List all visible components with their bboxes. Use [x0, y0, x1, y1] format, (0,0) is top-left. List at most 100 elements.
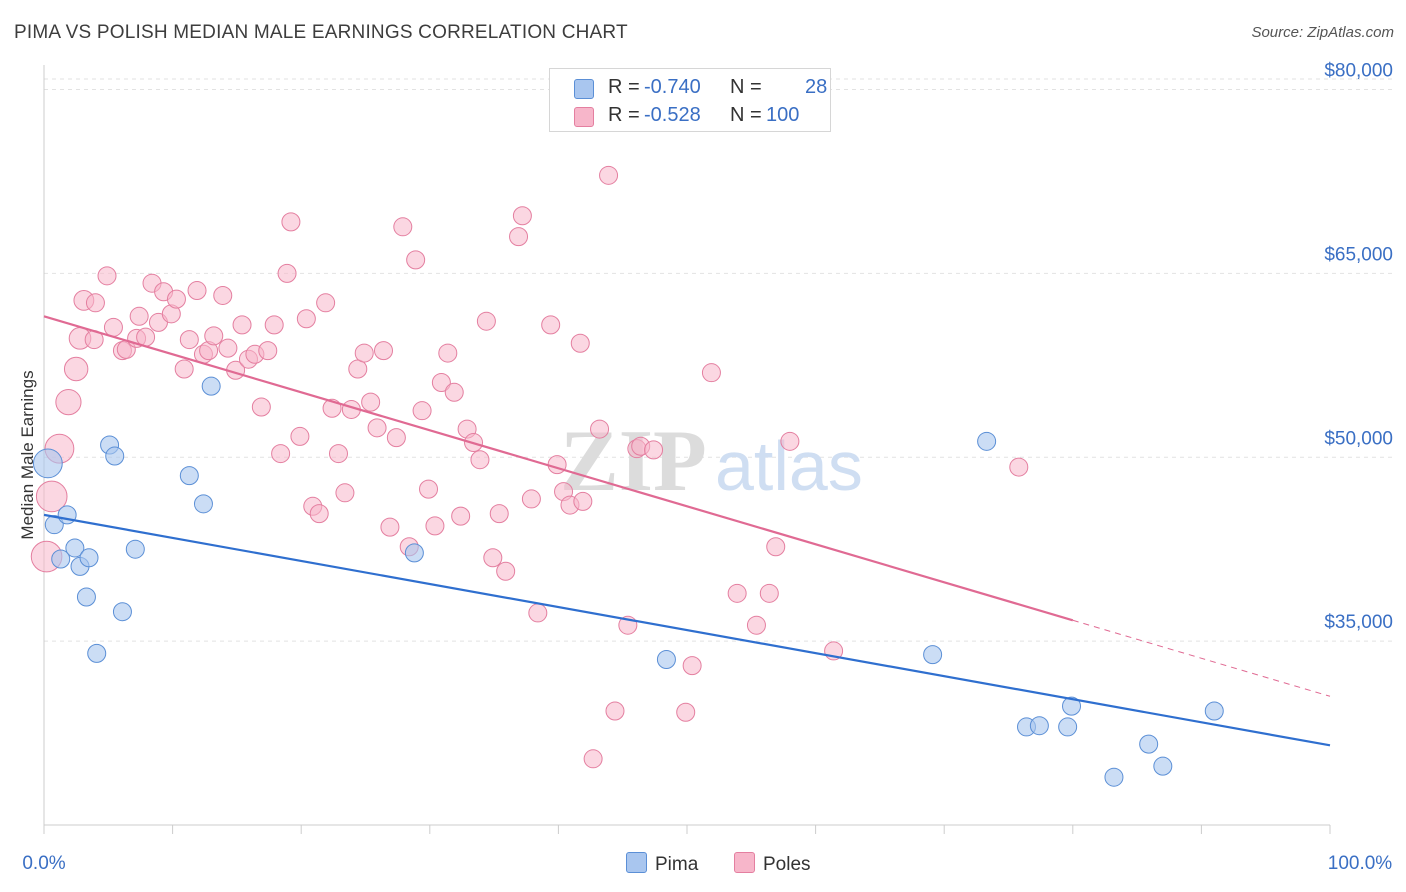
pima-point [1139, 734, 1159, 754]
poles-point [727, 583, 747, 603]
legend-n-value: 28 [805, 76, 828, 98]
poles-point [676, 702, 696, 722]
poles-point [335, 483, 355, 503]
poles-point [179, 330, 199, 350]
poles-point [406, 250, 426, 270]
poles-point [232, 315, 252, 335]
legend-row-poles: R = -0.528 N = 100 [550, 101, 830, 131]
poles-point [277, 263, 297, 283]
poles-point [35, 480, 68, 513]
poles-point [55, 388, 82, 416]
pima-point [32, 448, 63, 479]
poles-point [204, 326, 224, 346]
pima-point [1204, 701, 1224, 721]
poles-point [528, 603, 548, 623]
poles-point [1009, 457, 1029, 477]
tick-labels: $35,000 $50,000 $65,000 $80,000 0.0% 100.0% [22, 61, 1393, 874]
poles-point [85, 293, 105, 313]
poles-point [583, 749, 603, 769]
poles-point [354, 343, 374, 363]
axes [43, 65, 1331, 834]
chart-source: Source: ZipAtlas.com [1251, 24, 1394, 41]
poles-point [187, 281, 207, 301]
poles-point [258, 341, 278, 361]
legend-r-value: -0.528 [644, 104, 701, 126]
poles-point [393, 217, 413, 237]
poles-point [251, 397, 271, 417]
poles-point [644, 440, 664, 460]
poles-point [271, 444, 291, 464]
poles-point [281, 212, 301, 232]
poles-point [367, 418, 387, 438]
poles-point [541, 315, 561, 335]
pima-point [105, 446, 125, 466]
poles-point [701, 363, 721, 383]
poles-point [63, 356, 89, 382]
poles-point [97, 266, 117, 286]
pima-point [977, 431, 997, 451]
pima-point [1029, 716, 1049, 736]
poles-point [103, 317, 123, 337]
bottom-legend-label-pima: Pima [655, 854, 699, 875]
x-tick-label: 0.0% [22, 853, 65, 874]
bottom-legend-poles: Poles [734, 852, 811, 876]
poles-point [174, 359, 194, 379]
pima-point [656, 650, 676, 670]
poles-point [296, 309, 316, 329]
poles-point [766, 537, 786, 557]
legend-n-label: N = [730, 76, 762, 98]
legend-n-value: 100 [766, 104, 800, 126]
poles-point [412, 401, 432, 421]
poles-point [682, 656, 702, 676]
poles-point [444, 382, 464, 402]
chart-title: PIMA VS POLISH MEDIAN MALE EARNINGS CORR… [14, 22, 628, 43]
legend-swatch-pima [574, 79, 594, 99]
bottom-legend-swatch-pima [626, 852, 647, 873]
legend: R = -0.740 N = 28 R = -0.528 N = 100 [549, 68, 831, 132]
poles-point [374, 341, 394, 361]
x-tick-label: 100.0% [1328, 853, 1393, 874]
legend-r-label: R = [608, 76, 640, 98]
poles-point [483, 548, 503, 568]
pima-point [1104, 767, 1124, 787]
poles-points [30, 165, 1029, 769]
poles-point [489, 504, 509, 524]
poles-point [780, 431, 800, 451]
poles-point [218, 338, 238, 358]
poles-point [431, 372, 451, 392]
poles-point [309, 504, 329, 524]
poles-point [512, 206, 532, 226]
poles-point [476, 311, 496, 331]
pima-points [32, 376, 1224, 787]
pima-point [87, 643, 107, 663]
poles-point [496, 561, 516, 581]
legend-n-label: N = [730, 104, 762, 126]
poles-point [386, 428, 406, 448]
poles-trend-line [43, 315, 1074, 622]
pima-point [51, 549, 71, 569]
poles-point [521, 489, 541, 509]
pima-point [193, 494, 213, 514]
poles-point [746, 615, 766, 635]
poles-point [599, 165, 619, 185]
poles-point [316, 293, 336, 313]
y-tick-label: $50,000 [1324, 428, 1393, 449]
poles-point [380, 517, 400, 537]
legend-r-label: R = [608, 104, 640, 126]
poles-point [438, 343, 458, 363]
poles-point [509, 227, 529, 247]
pima-point [65, 538, 85, 558]
bottom-legend-pima: Pima [626, 852, 698, 876]
poles-point [573, 491, 593, 511]
poles-point [264, 315, 284, 335]
pima-point [79, 548, 99, 568]
pima-point [1153, 756, 1173, 776]
pima-point [179, 466, 199, 486]
poles-point [570, 333, 590, 353]
poles-point [166, 289, 186, 309]
poles-point [605, 701, 625, 721]
pima-point [201, 376, 221, 396]
pima-point [112, 602, 132, 622]
pima-point [1058, 717, 1078, 737]
